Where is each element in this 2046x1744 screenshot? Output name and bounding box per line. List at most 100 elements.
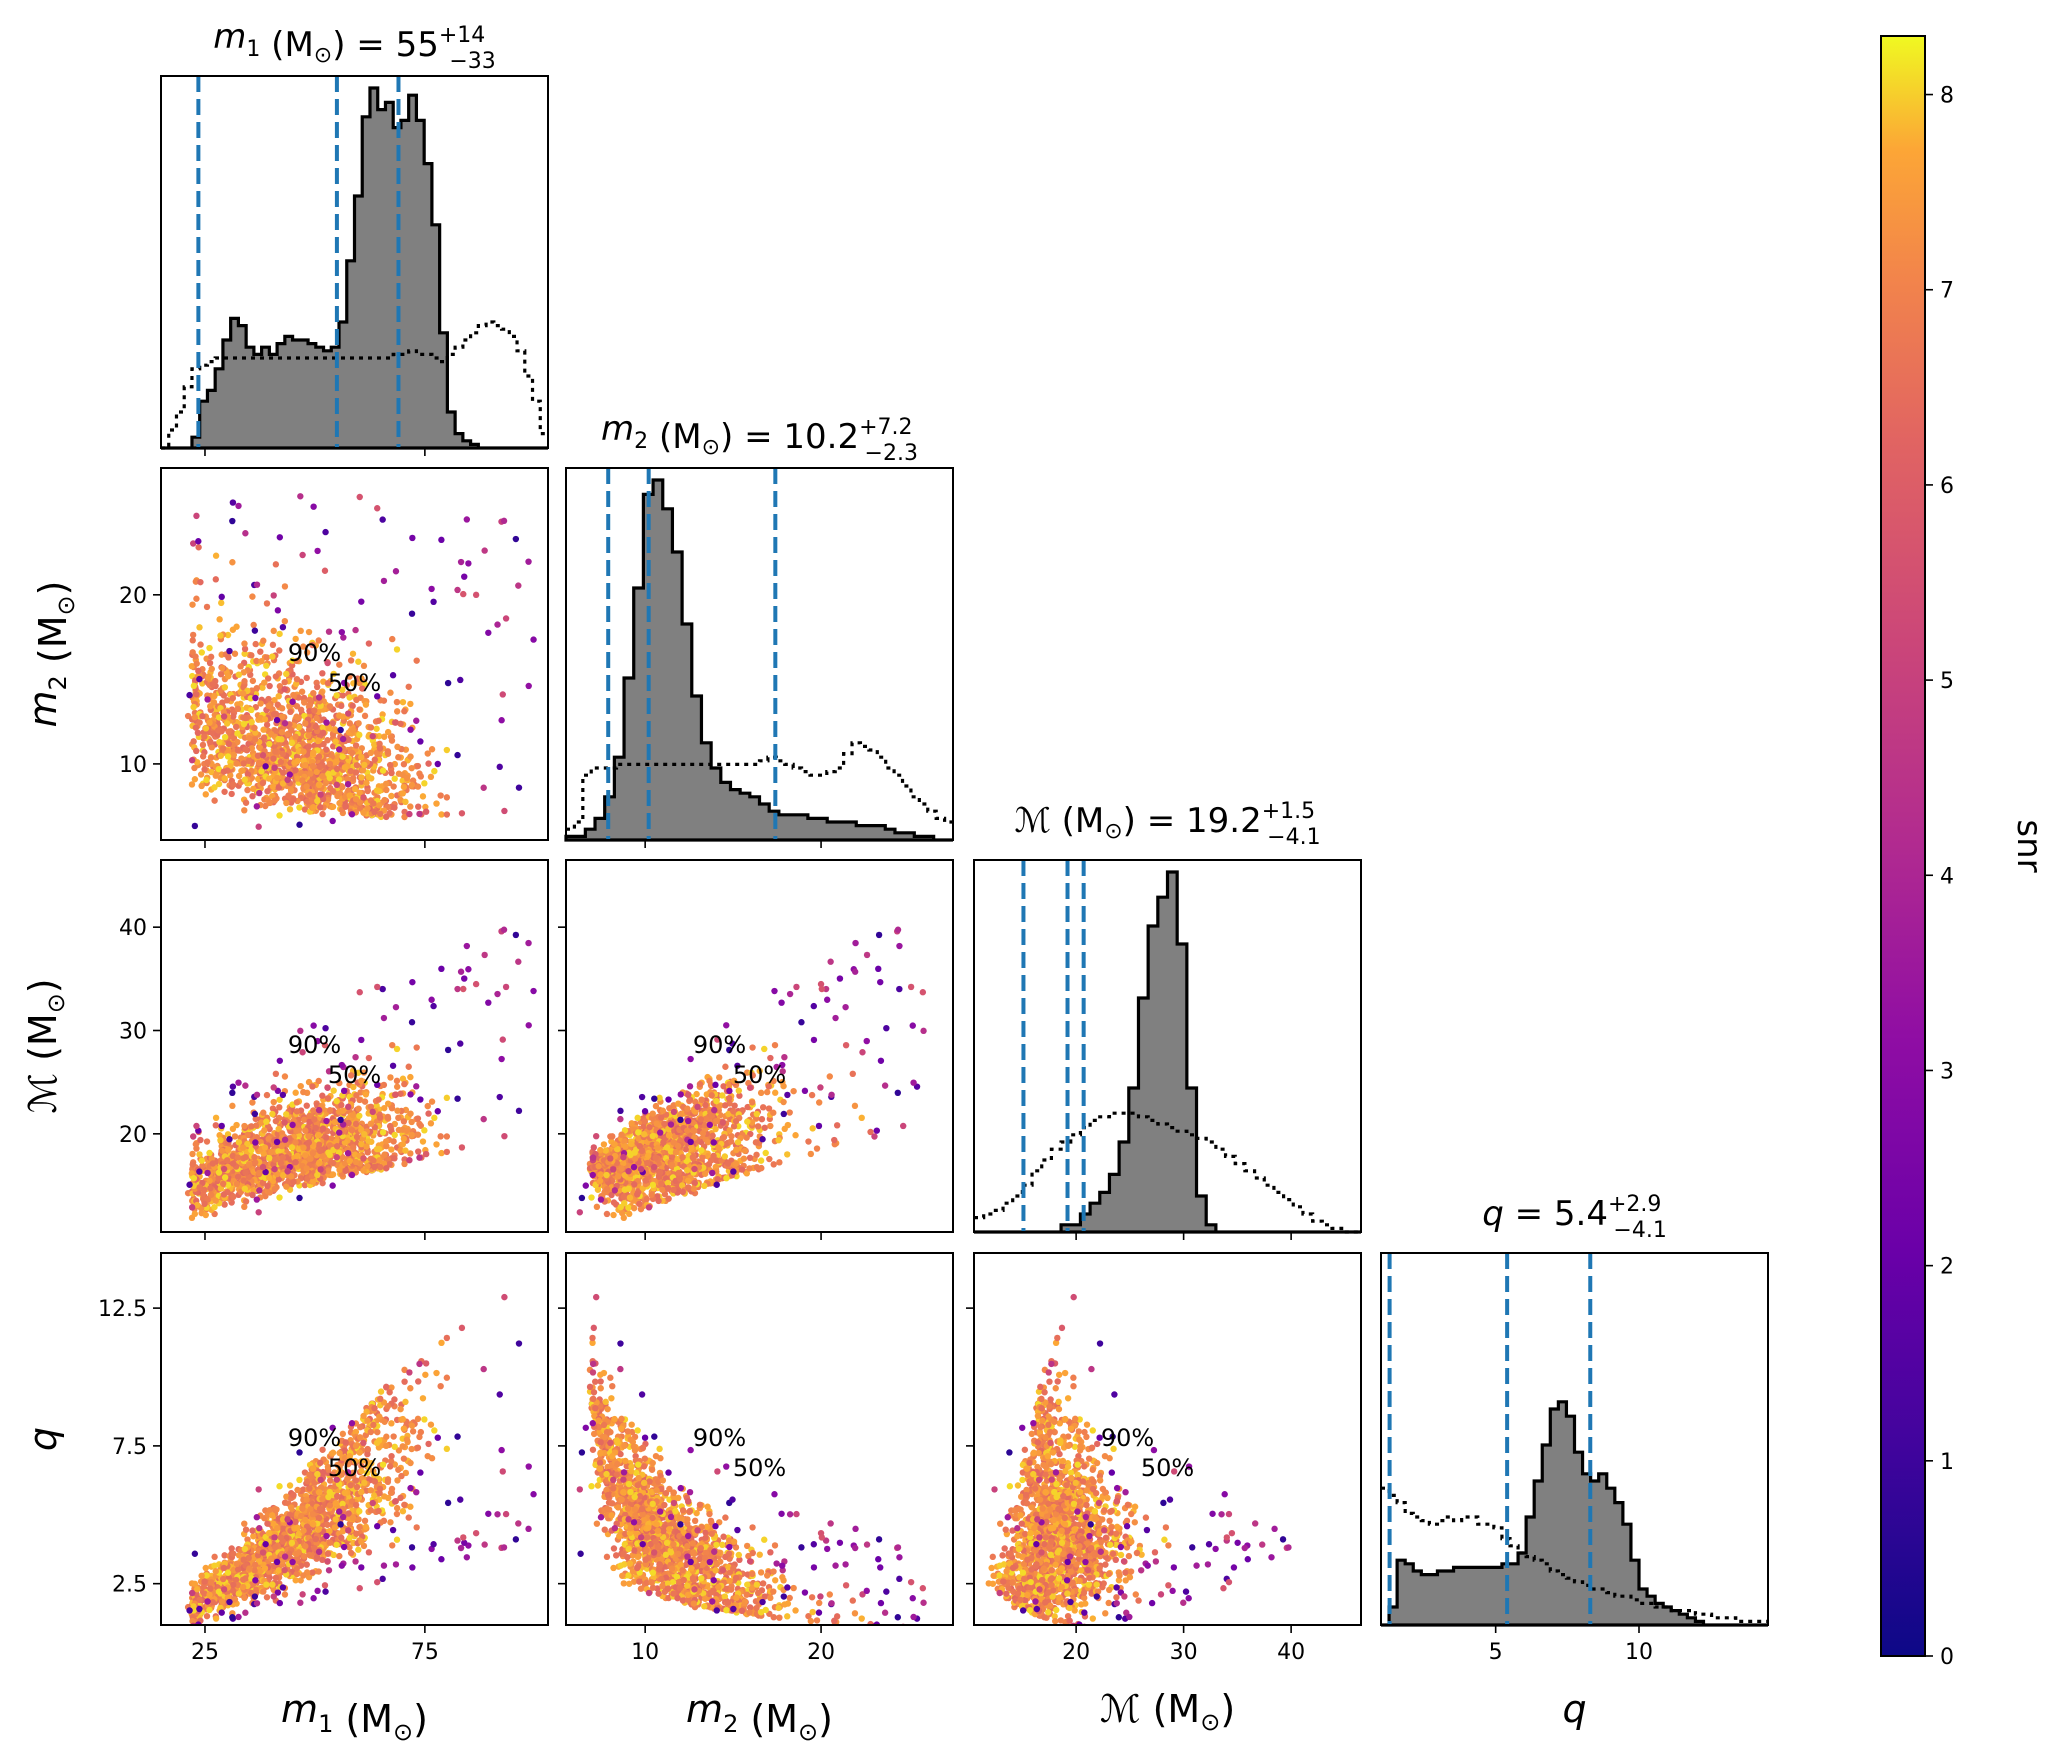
scatter-point (216, 616, 223, 623)
scatter-point (443, 746, 451, 754)
scatter-point (221, 775, 228, 782)
scatter-point (683, 1157, 690, 1165)
scatter-point (271, 696, 278, 704)
scatter-point (192, 1234, 198, 1240)
scatter-point (240, 720, 248, 728)
scatter-point (672, 1148, 680, 1156)
scatter-point (752, 1139, 760, 1146)
scatter-point (192, 724, 200, 731)
scatter-point (698, 1096, 705, 1104)
scatter-point (306, 707, 313, 715)
scatter-point (260, 637, 267, 644)
scatter-point (356, 989, 363, 996)
scatter-point (194, 729, 202, 737)
scatter-point (323, 1117, 330, 1125)
scatter-point (625, 1204, 632, 1211)
scatter-point (286, 771, 293, 778)
scatter-point (674, 1155, 681, 1163)
scatter-point (249, 1191, 256, 1199)
scatter-point (204, 1169, 211, 1177)
scatter-point (401, 813, 408, 821)
scatter-point (815, 1099, 823, 1106)
scatter-point (250, 785, 257, 793)
scatter-point (525, 558, 532, 565)
scatter-point (274, 1170, 281, 1178)
scatter-point (379, 516, 386, 523)
scatter-point (329, 1182, 336, 1189)
scatter-point (666, 1131, 673, 1139)
scatter-point (352, 1053, 359, 1061)
scatter-point (370, 1157, 377, 1164)
scatter-point (246, 1161, 253, 1169)
scatter-point (315, 1077, 322, 1085)
scatter-point (345, 787, 352, 794)
scatter-point (203, 776, 210, 784)
scatter-point (190, 1174, 198, 1182)
scatter-point (348, 811, 356, 818)
scatter-point (207, 754, 215, 761)
scatter-point (407, 700, 414, 708)
scatter-point (252, 1139, 259, 1146)
scatter-point (409, 978, 416, 986)
scatter-point (735, 1087, 742, 1094)
scatter-point (781, 1125, 788, 1133)
scatter-point (201, 1200, 208, 1208)
scatter-point (257, 700, 264, 707)
scatter-point (665, 1195, 672, 1202)
scatter-point (358, 774, 365, 781)
scatter-point (211, 1203, 218, 1211)
scatter-point (395, 754, 402, 761)
scatter-point (274, 607, 282, 614)
scatter-point (600, 1141, 608, 1148)
scatter-point (281, 1073, 289, 1080)
scatter-point (249, 793, 256, 800)
scatter-point (234, 730, 241, 737)
scatter-point (242, 1082, 249, 1089)
scatter-point (266, 1189, 274, 1196)
scatter-point (383, 813, 390, 821)
scatter-point (460, 590, 467, 598)
scatter-point (288, 1144, 296, 1151)
scatter-point (434, 760, 441, 768)
scatter-point (319, 772, 326, 780)
scatter-point (374, 983, 381, 991)
scatter-point (712, 1163, 719, 1171)
scatter-point (300, 694, 308, 702)
scatter-point (749, 1044, 756, 1051)
scatter-point (207, 703, 214, 710)
scatter-point (367, 749, 375, 757)
scatter-point (712, 1125, 719, 1133)
scatter-point (725, 1095, 733, 1102)
scatter-point (310, 503, 317, 510)
scatter-point (315, 1160, 323, 1167)
scatter-point (381, 733, 388, 740)
scatter-point (678, 1182, 686, 1189)
scatter-point (266, 1154, 273, 1162)
scatter-point (463, 942, 471, 950)
scatter-point (263, 721, 271, 729)
scatter-point (310, 804, 317, 811)
scatter-point (389, 635, 396, 643)
scatter-point (293, 1127, 300, 1135)
scatter-point (300, 1116, 308, 1123)
scatter-point (285, 792, 292, 799)
scatter-point (300, 1088, 307, 1096)
scatter-point (336, 661, 343, 668)
scatter-point (485, 999, 492, 1006)
scatter-point (431, 1114, 438, 1122)
scatter-point (389, 1062, 397, 1069)
scatter-point (281, 678, 288, 686)
scatter-point (393, 698, 401, 706)
scatter-point (352, 626, 359, 634)
scatter-point (319, 670, 326, 677)
scatter-point (399, 1141, 407, 1148)
scatter-point (261, 1144, 269, 1151)
scatter-point (193, 512, 200, 520)
scatter-point (229, 1083, 237, 1090)
scatter-point (333, 1097, 340, 1105)
scatter-point (315, 737, 322, 744)
scatter-point (218, 1147, 226, 1154)
scatter-point (367, 1103, 375, 1110)
